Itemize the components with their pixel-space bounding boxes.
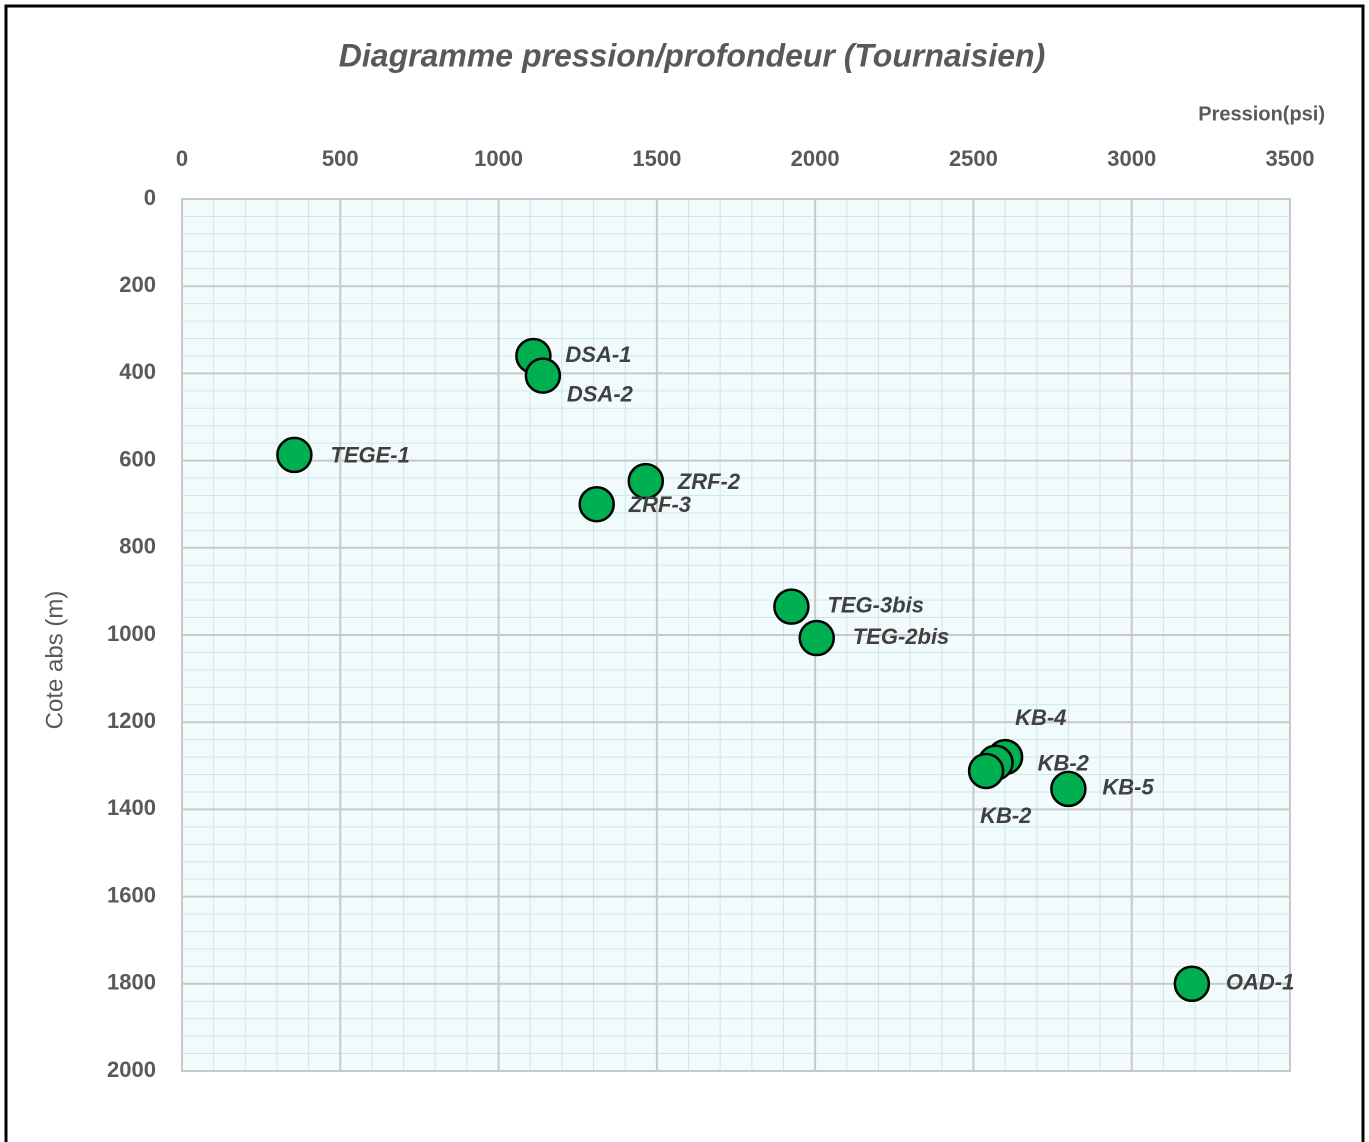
point-label: KB-2 [1038,751,1090,776]
y-tick-label: 1600 [107,882,156,907]
point-label: OAD-1 [1226,970,1294,995]
x-tick-label: 1000 [474,146,523,171]
x-tick-label: 500 [322,146,359,171]
y-tick-label: 1200 [107,708,156,733]
point-label: DSA-2 [567,381,634,406]
point [524,357,562,394]
y-tick-label: 1400 [107,795,156,820]
point-label: ZRF-2 [677,469,741,494]
x-tick-label: 2500 [949,146,998,171]
point [1050,770,1087,808]
y-tick-label: 800 [119,534,156,559]
point-label: ZRF-3 [628,492,691,517]
plot-border [181,198,1291,1072]
point-label: DSA-1 [565,342,631,367]
y-tick-label: 1800 [107,970,156,995]
y-axis-title: Cote abs (m) [41,591,68,730]
point [276,436,313,474]
point-label: TEG-2bis [853,624,950,649]
x-tick-label: 2000 [791,146,840,171]
y-tick-label: 200 [119,272,156,297]
chart-title: Diagramme pression/profondeur (Tournaisi… [339,37,1045,73]
point [967,752,1005,790]
y-tick-label: 2000 [107,1057,156,1082]
point-label: KB-4 [1015,705,1066,730]
x-axis-title: Pression(psi) [1198,103,1325,125]
point-label: TEGE-1 [330,443,409,468]
y-tick-label: 600 [119,446,156,471]
point [627,462,665,500]
x-tick-label: 3000 [1107,146,1156,171]
point-label: KB-2 [980,803,1032,828]
point [578,485,615,523]
point [773,588,810,625]
y-tick-label: 1000 [107,621,156,646]
x-tick-label: 0 [176,146,188,171]
y-tick-label: 0 [144,185,156,210]
x-tick-label: 3500 [1266,146,1315,171]
y-tick-label: 400 [119,359,156,384]
x-tick-label: 1500 [632,146,681,171]
point [1173,965,1211,1003]
point-label: KB-5 [1102,775,1154,800]
point [798,619,835,657]
point-label: TEG-3bis [827,592,924,617]
